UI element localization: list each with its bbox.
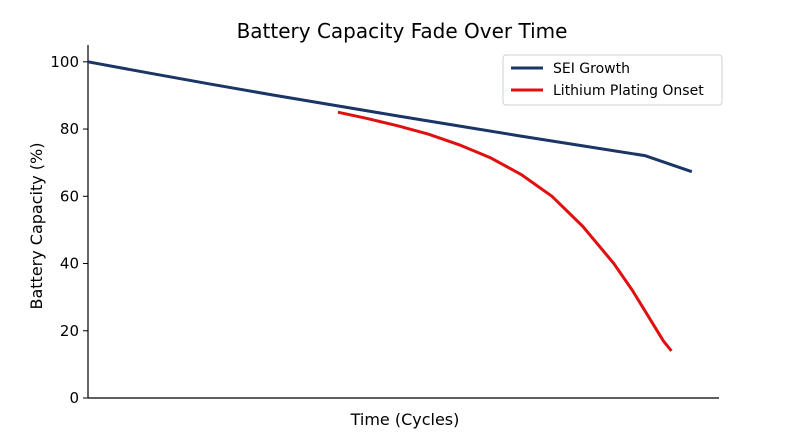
- series-layer: [87, 60, 693, 352]
- y-tick-label: 40: [60, 255, 79, 273]
- legend: SEI Growth Lithium Plating Onset: [502, 54, 723, 106]
- y-tick-label: 100: [50, 53, 79, 71]
- legend-label-sei-growth: SEI Growth: [553, 61, 630, 77]
- x-axis-label: Time (Cycles): [350, 410, 460, 429]
- legend-label-lithium-plating-onset: Lithium Plating Onset: [553, 83, 704, 99]
- plot-area: 0 20 40 60 80 100: [50, 45, 719, 407]
- y-tick-label: 20: [60, 322, 79, 340]
- y-tick-label: 0: [69, 389, 79, 407]
- series-line-lithium-plating-onset: [337, 110, 673, 352]
- y-tick-label: 80: [60, 120, 79, 138]
- y-ticks: 0 20 40 60 80 100: [50, 53, 88, 407]
- legend-box: [502, 54, 723, 106]
- y-tick-label: 60: [60, 187, 79, 205]
- chart-title: Battery Capacity Fade Over Time: [237, 19, 568, 43]
- series-line-sei-growth: [87, 60, 693, 174]
- y-axis-label: Battery Capacity (%): [27, 143, 46, 310]
